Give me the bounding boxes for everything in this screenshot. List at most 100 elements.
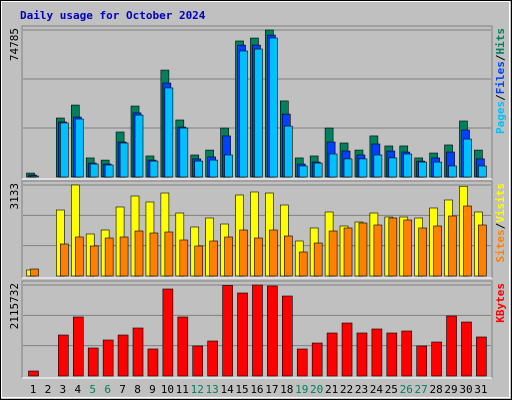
x-tick-label: 1 <box>30 383 37 396</box>
x-tick-label: 7 <box>119 383 126 396</box>
bar <box>74 118 84 178</box>
bar <box>162 288 174 377</box>
bar <box>418 161 427 178</box>
x-tick-label: 12 <box>191 383 204 396</box>
y-tick-label: 3133 <box>8 183 21 210</box>
bar <box>254 48 263 178</box>
legend-separator: / <box>494 222 507 229</box>
bar <box>192 345 204 377</box>
bar <box>119 142 129 178</box>
x-tick-label: 10 <box>161 383 174 396</box>
bar <box>222 285 233 377</box>
bar <box>298 251 308 277</box>
x-tick-label: 21 <box>325 383 338 396</box>
x-tick-label: 8 <box>134 383 141 396</box>
x-tick-label: 30 <box>459 383 472 396</box>
bar <box>30 175 39 178</box>
bar <box>476 336 487 377</box>
bar <box>313 242 323 277</box>
bar <box>433 161 442 178</box>
bar <box>104 164 114 178</box>
bar <box>177 316 189 377</box>
bar <box>296 348 308 377</box>
legend-entry: Files <box>494 61 507 94</box>
legend: Sites/Visits <box>494 183 507 263</box>
x-tick-label: 22 <box>340 383 353 396</box>
bar <box>74 236 84 277</box>
legend-entry: KBytes <box>494 283 507 323</box>
x-tick-label: 29 <box>444 383 457 396</box>
bar <box>401 330 413 377</box>
x-tick-label: 24 <box>370 383 384 396</box>
chart-title: Daily usage for October 2024 <box>20 9 206 22</box>
legend-separator: / <box>494 54 507 61</box>
bar <box>386 332 398 377</box>
bar <box>119 236 129 277</box>
bar <box>209 159 218 178</box>
bar <box>147 348 159 377</box>
x-tick-label: 28 <box>429 383 442 396</box>
bar <box>461 321 472 377</box>
bar <box>446 315 457 377</box>
x-tick-label: 17 <box>265 383 278 396</box>
x-tick-label: 16 <box>250 383 263 396</box>
bar <box>179 239 189 277</box>
bar <box>448 165 457 178</box>
x-tick-label: 14 <box>220 383 234 396</box>
bar <box>87 347 99 377</box>
bar <box>463 205 472 277</box>
bar <box>343 227 353 277</box>
legend-entry: Hits <box>494 28 507 55</box>
x-tick-label: 11 <box>176 383 189 396</box>
bar <box>269 37 278 178</box>
bar <box>239 229 248 277</box>
bar <box>194 245 204 277</box>
bar <box>149 232 159 277</box>
bar <box>28 370 39 377</box>
x-tick-label: 13 <box>206 383 219 396</box>
bar <box>58 334 69 377</box>
bar <box>134 114 144 178</box>
bar <box>224 236 233 277</box>
bar <box>89 163 99 178</box>
bar <box>448 215 457 277</box>
bar <box>164 87 174 178</box>
bar <box>132 327 144 377</box>
bar <box>388 217 398 277</box>
bar <box>416 345 427 377</box>
bar <box>224 154 233 178</box>
bar <box>102 339 114 377</box>
bar <box>267 285 278 377</box>
bar <box>433 225 442 277</box>
bar <box>239 50 248 178</box>
bar <box>358 158 368 178</box>
x-tick-label: 9 <box>149 383 156 396</box>
bar <box>104 237 114 277</box>
bar <box>207 340 218 377</box>
legend-entry: Pages <box>494 101 507 134</box>
bar <box>403 219 413 277</box>
bar <box>164 231 174 277</box>
bar <box>284 125 293 178</box>
x-tick-label: 5 <box>89 383 96 396</box>
bar <box>431 341 442 377</box>
bar <box>252 284 263 377</box>
legend-separator: / <box>494 94 507 101</box>
bar <box>341 322 353 377</box>
bar <box>373 154 383 178</box>
bar <box>269 229 278 277</box>
bar <box>237 292 248 377</box>
legend: Pages/Files/Hits <box>494 28 507 134</box>
x-tick-label: 4 <box>74 383 81 396</box>
x-tick-label: 31 <box>474 383 487 396</box>
bar <box>313 162 323 178</box>
x-tick-label: 19 <box>295 383 308 396</box>
bar <box>463 138 472 178</box>
x-tick-label: 2 <box>45 383 52 396</box>
bar <box>388 157 398 178</box>
bar <box>328 230 338 277</box>
bar <box>254 237 263 277</box>
bar <box>30 268 39 277</box>
